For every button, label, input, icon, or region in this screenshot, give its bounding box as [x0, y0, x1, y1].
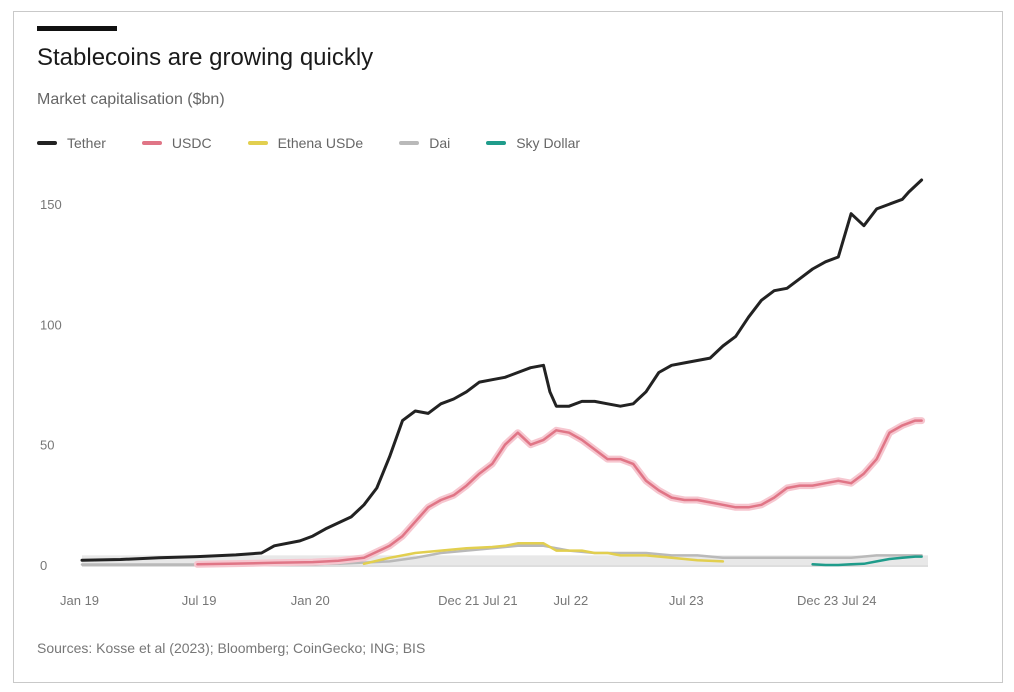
x-tick-label-2: Jan 20 — [291, 593, 330, 608]
legend-label-usdc: USDC — [171, 135, 212, 151]
y-tick-label-100: 100 — [40, 317, 62, 332]
legend: Tether USDC Ethena USDe Dai Sky Dollar — [37, 132, 616, 154]
legend-item-tether: Tether — [37, 135, 106, 151]
legend-item-skydollar: Sky Dollar — [486, 135, 580, 151]
source-note: Sources: Kosse et al (2023); Bloomberg; … — [37, 640, 426, 656]
y-tick-label-150: 150 — [40, 197, 62, 212]
baseline-band — [82, 555, 928, 565]
series-line-tether — [80, 178, 924, 562]
legend-swatch-usdc — [141, 141, 162, 145]
x-tick-label-4: Jul 22 — [554, 593, 589, 608]
chart-frame — [13, 11, 1003, 683]
legend-label-skydollar: Sky Dollar — [516, 135, 581, 151]
x-tick-label-3: Dec 21 Jul 21 — [438, 593, 518, 608]
x-tick-label-5: Jul 23 — [669, 593, 704, 608]
legend-label-ethena: Ethena USDe — [277, 135, 364, 151]
y-tick-label-0: 0 — [40, 558, 47, 573]
legend-item-ethena: Ethena USDe — [247, 135, 364, 151]
accent-bar — [37, 26, 117, 31]
series-halo-usdc — [193, 417, 926, 568]
chart-title: Stablecoins are growing quickly — [37, 44, 374, 71]
chart-subtitle: Market capitalisation ($bn) — [37, 91, 225, 108]
x-tick-label-1: Jul 19 — [182, 593, 217, 608]
series-line-dai — [80, 544, 923, 566]
legend-swatch-ethena — [247, 141, 268, 145]
series-line-ethena — [362, 542, 725, 566]
legend-swatch-dai — [399, 141, 420, 145]
series-line-usdc — [196, 419, 923, 566]
y-tick-label-50: 50 — [40, 438, 54, 453]
legend-item-dai: Dai — [399, 135, 450, 151]
series-line-skydollar — [811, 555, 923, 567]
x-tick-label-0: Jan 19 — [60, 593, 99, 608]
legend-label-tether: Tether — [67, 135, 106, 151]
legend-item-usdc: USDC — [141, 135, 212, 151]
legend-label-dai: Dai — [429, 135, 451, 151]
legend-swatch-tether — [37, 141, 57, 145]
legend-swatch-skydollar — [486, 141, 507, 145]
x-tick-label-6: Dec 23 Jul 24 — [797, 593, 877, 608]
